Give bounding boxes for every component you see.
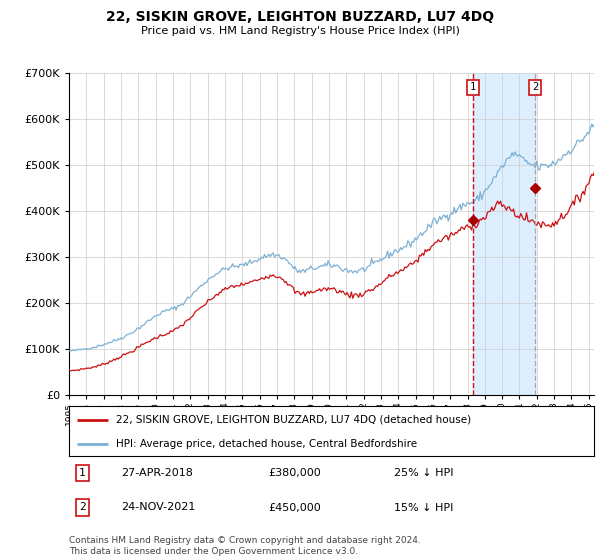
Text: 1: 1 bbox=[79, 468, 86, 478]
Text: 25% ↓ HPI: 25% ↓ HPI bbox=[395, 468, 454, 478]
Text: 2: 2 bbox=[79, 502, 86, 512]
Text: 24-NOV-2021: 24-NOV-2021 bbox=[121, 502, 196, 512]
Text: Price paid vs. HM Land Registry's House Price Index (HPI): Price paid vs. HM Land Registry's House … bbox=[140, 26, 460, 36]
Text: £380,000: £380,000 bbox=[269, 468, 321, 478]
Text: HPI: Average price, detached house, Central Bedfordshire: HPI: Average price, detached house, Cent… bbox=[116, 439, 418, 449]
Text: 1: 1 bbox=[470, 82, 476, 92]
Text: 27-APR-2018: 27-APR-2018 bbox=[121, 468, 193, 478]
Text: 2: 2 bbox=[532, 82, 538, 92]
Bar bbox=[473, 73, 535, 395]
Text: 15% ↓ HPI: 15% ↓ HPI bbox=[395, 502, 454, 512]
Text: £450,000: £450,000 bbox=[269, 502, 321, 512]
Text: 22, SISKIN GROVE, LEIGHTON BUZZARD, LU7 4DQ (detached house): 22, SISKIN GROVE, LEIGHTON BUZZARD, LU7 … bbox=[116, 414, 472, 424]
Text: Contains HM Land Registry data © Crown copyright and database right 2024.
This d: Contains HM Land Registry data © Crown c… bbox=[69, 536, 421, 556]
Text: 22, SISKIN GROVE, LEIGHTON BUZZARD, LU7 4DQ: 22, SISKIN GROVE, LEIGHTON BUZZARD, LU7 … bbox=[106, 10, 494, 24]
